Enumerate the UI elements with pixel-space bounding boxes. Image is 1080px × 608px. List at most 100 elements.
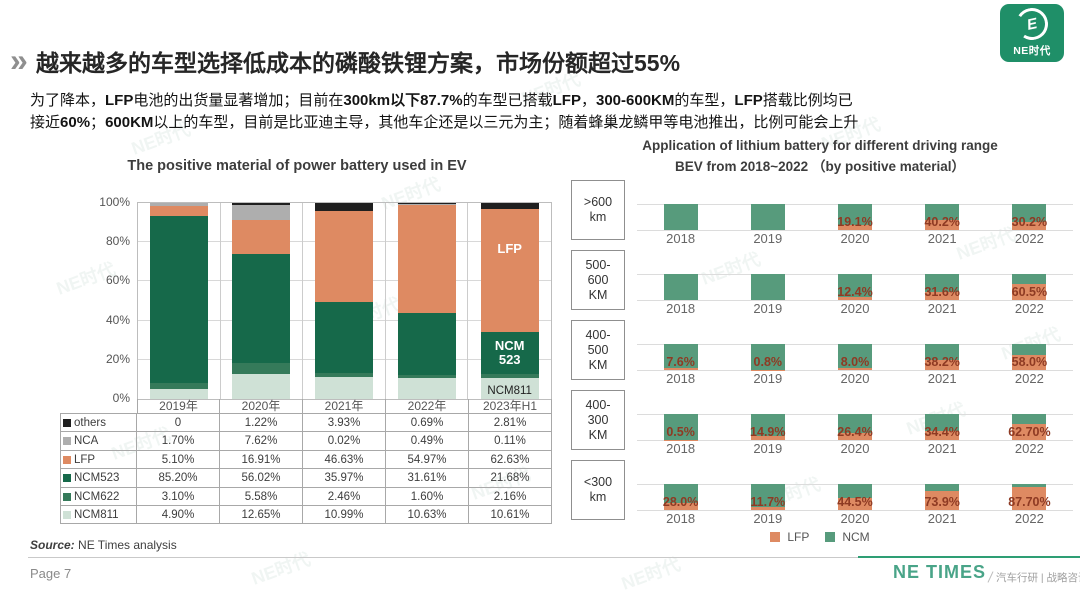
table-cell: 12.65% [220, 505, 303, 525]
lfp-share-label: 40.2% [924, 215, 960, 229]
year-label: 2018 [666, 231, 696, 246]
mini-stacked-bar [837, 484, 872, 510]
year-label: 2020 [840, 301, 870, 316]
bar-segment-lfp [750, 436, 785, 440]
table-cell: 3.10% [137, 487, 220, 506]
range-row: 400- 500 KM 7.6% 2018 0.8% 2019 8.0% 2020 38.2%… [565, 318, 1075, 388]
bar-segment-ncm523 [149, 216, 208, 384]
lfp-share-label: 0.5% [666, 425, 695, 439]
year-header-cell: 2019年 [137, 399, 220, 414]
right-chart: Application of lithium battery for diffe… [565, 138, 1075, 546]
bar-segment-lfp [397, 205, 456, 314]
bar-segment-ncm [925, 274, 960, 292]
mini-stacked-bar [750, 344, 785, 370]
mini-bar-column: 73.9% 2021 [899, 458, 986, 528]
range-row: 500- 600 KM 2018 2019 12.4% 2020 31.6% 2021 60.… [565, 248, 1075, 318]
mini-stacked-bar [750, 484, 785, 510]
bar-segment-nca [149, 203, 208, 207]
lfp-share-label: 11.7% [750, 495, 786, 509]
bar-segment-nca [397, 204, 456, 206]
table-cell: 1.70% [137, 432, 220, 451]
bar-segment-lfp [925, 291, 960, 300]
legend-cell: others [60, 414, 137, 433]
bar-segment-ncm [1012, 274, 1047, 285]
bar-segment-ncm [837, 484, 872, 499]
series-name: LFP [74, 453, 96, 466]
stacked-bar [397, 203, 456, 399]
mini-stacked-bar [1012, 204, 1047, 230]
year-label: 2021 [927, 511, 957, 526]
table-cell: 2.81% [469, 414, 552, 433]
year-label: 2022 [1014, 301, 1044, 316]
bar-segment-lfp [837, 296, 872, 300]
range-row: 400- 300 KM 0.5% 2018 14.9% 2019 26.4% 2020 34.… [565, 388, 1075, 458]
table-row: LFP 5.10% 16.91% 46.63% 54.97% 62.63% [60, 450, 552, 470]
lfp-share-label: 73.9% [924, 495, 960, 509]
range-label-box: 400- 300 KM [571, 390, 625, 450]
bar-segment-ncm [837, 344, 872, 368]
series-name: NCA [74, 435, 99, 448]
mini-stacked-bar [925, 414, 960, 440]
table-cell: 46.63% [303, 450, 386, 470]
legend-cell: NCM811 [60, 505, 137, 525]
page-title: 越来越多的车型选择低成本的磷酸铁锂方案，市场份额超过55% [36, 50, 681, 76]
mini-stacked-bar [837, 344, 872, 370]
mini-stacked-bar [1012, 414, 1047, 440]
mini-bar-column: 38.2% 2021 [899, 318, 986, 388]
ne-times-logo: E NE时代 [1000, 4, 1064, 62]
year-label: 2018 [666, 301, 696, 316]
bar-segment-ncm [663, 344, 698, 369]
table-row: others 0 1.22% 3.93% 0.69% 2.81% [60, 414, 552, 433]
legend-swatch [825, 532, 836, 542]
bar-segment-ncm622 [314, 372, 373, 378]
bar-segment-ncm811 [232, 374, 291, 399]
table-cell: 0 [137, 414, 220, 433]
table-cell: 0.49% [386, 432, 469, 451]
legend-swatch [63, 455, 71, 464]
source-prefix: Source: [30, 538, 75, 552]
mini-stacked-bar [837, 204, 872, 230]
mini-bar-column: 60.5% 2022 [986, 248, 1073, 318]
table-cell: 4.90% [137, 505, 220, 525]
bar-segment-lfp [925, 219, 960, 230]
mini-stacked-bar [663, 344, 698, 370]
table-cell: 2.46% [303, 487, 386, 506]
table-cell: 7.62% [220, 432, 303, 451]
mini-bar-column: 2018 [637, 178, 724, 248]
bar-segment-others [232, 203, 291, 206]
footer-brand: NE TIMES [893, 562, 987, 582]
table-row: NCM811 4.90% 12.65% 10.99% 10.63% 10.61% [60, 505, 552, 525]
series-name: NCM811 [74, 508, 119, 521]
legend-swatch [63, 474, 71, 483]
table-row: NCM523 85.20% 56.02% 35.97% 31.61% 21.68% [60, 469, 552, 488]
bar-segment-ncm811 [314, 377, 373, 399]
bar-segment-lfp [837, 367, 872, 370]
mini-bar-column: 8.0% 2020 [811, 318, 898, 388]
mini-bar-column: 31.6% 2021 [899, 248, 986, 318]
mini-stacked-bar [925, 204, 960, 230]
year-label: 2022 [1014, 441, 1044, 456]
range-plot: 2018 2019 19.1% 2020 40.2% 2021 30.2% 2022 [637, 178, 1073, 248]
lfp-share-label: 28.0% [662, 495, 699, 509]
bar-segment-ncm [750, 484, 785, 507]
table-header-row: 2019年 2020年 2021年 2022年 2023年H1 [60, 399, 552, 414]
legend-swatch [770, 532, 781, 542]
range-label-box: 500- 600 KM [571, 250, 625, 310]
mini-stacked-bar [1012, 274, 1047, 300]
range-plot: 2018 2019 12.4% 2020 31.6% 2021 60.5% 2022 [637, 248, 1073, 318]
range-label-box: 400- 500 KM [571, 320, 625, 380]
legend-label: LFP [787, 530, 810, 544]
table-cell: 85.20% [137, 469, 220, 488]
mini-bar-column: 2018 [637, 248, 724, 318]
year-label: 2022 [1014, 511, 1044, 526]
range-baseline [637, 440, 1073, 441]
legend-swatch [63, 492, 71, 501]
table-cell: 21.68% [469, 469, 552, 488]
range-row: <300 km 28.0% 2018 11.7% 2019 44.5% 2020 73.9% 2… [565, 458, 1075, 528]
year-header-cell: 2022年 [386, 399, 469, 414]
legend-swatch [63, 510, 71, 519]
bar-segment-ncm [925, 344, 960, 361]
bar-segment-ncm622 [149, 383, 208, 390]
year-label: 2019 [753, 511, 783, 526]
mini-bar-column: 26.4% 2020 [811, 388, 898, 458]
